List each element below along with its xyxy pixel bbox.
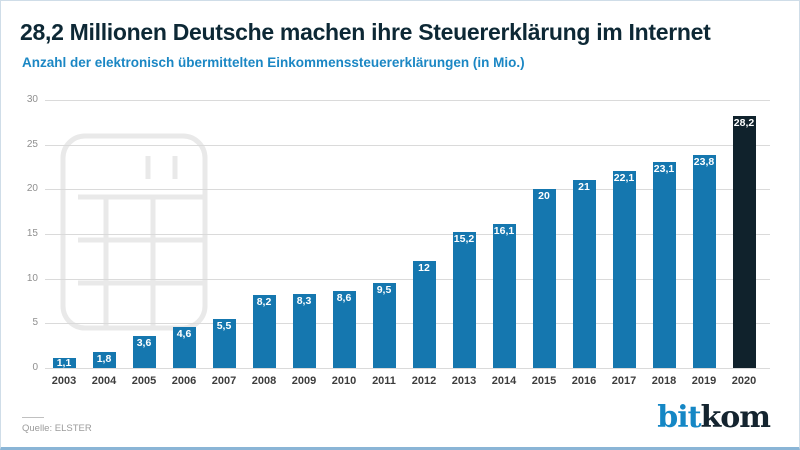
bar-2005: 3,6 — [132, 335, 156, 368]
bar-value-label: 22,1 — [613, 171, 635, 184]
x-axis-tick-label: 2016 — [571, 375, 597, 387]
bar-value-label: 3,6 — [136, 336, 152, 349]
x-axis-tick-label: 2006 — [171, 375, 197, 387]
bitkom-logo: bitkom — [657, 400, 771, 435]
bar-value-label: 8,2 — [256, 295, 272, 308]
bar-value-label: 23,8 — [693, 156, 715, 169]
bar-2007: 5,5 — [212, 318, 236, 368]
bar-value-label: 16,1 — [493, 225, 515, 238]
bar-2010: 8,6 — [332, 291, 356, 368]
bar-2018: 23,1 — [652, 161, 676, 368]
gridline — [45, 100, 770, 101]
bar-value-label: 5,5 — [216, 319, 232, 332]
x-axis-tick-label: 2011 — [372, 375, 396, 387]
bar-2004: 1,8 — [92, 351, 116, 368]
x-axis-tick-label: 2004 — [91, 375, 117, 387]
x-axis-tick-label: 2003 — [51, 375, 77, 387]
y-axis-tick-label: 5 — [32, 317, 38, 329]
bar-value-label: 9,5 — [376, 284, 392, 297]
bar-value-label: 1,1 — [56, 357, 72, 370]
x-axis-tick-label: 2015 — [531, 375, 557, 387]
gridline — [45, 234, 770, 235]
y-axis-tick-label: 0 — [32, 362, 38, 373]
bar-value-label: 23,1 — [653, 162, 675, 175]
bitkom-logo-kom: kom — [700, 400, 771, 435]
bar-value-label: 8,6 — [336, 292, 352, 305]
x-axis-tick-label: 2012 — [411, 375, 437, 387]
y-axis-tick-label: 30 — [26, 94, 38, 105]
bar-2012: 12 — [412, 260, 436, 368]
page-title: 28,2 Millionen Deutsche machen ihre Steu… — [20, 19, 711, 45]
gridline — [45, 189, 770, 191]
gridline — [45, 144, 770, 146]
gridline — [45, 368, 770, 369]
bitkom-logo-bit: bit — [657, 400, 701, 435]
gridline — [45, 323, 770, 325]
bar-2006: 4,6 — [172, 326, 196, 368]
bar-2014: 16,1 — [492, 224, 516, 368]
chart-subtitle: Anzahl der elektronisch übermittelten Ei… — [22, 55, 525, 70]
x-axis-tick-label: 2019 — [691, 375, 717, 387]
bar-value-label: 28,2 — [733, 117, 755, 130]
bar-2008: 8,2 — [252, 294, 276, 368]
x-axis-tick-label: 2014 — [491, 375, 517, 387]
y-axis-tick-label: 20 — [26, 183, 38, 195]
bar-2011: 9,5 — [372, 283, 396, 368]
x-axis-tick-label: 2010 — [331, 375, 357, 387]
bar-2003: 1,1 — [52, 357, 76, 370]
x-axis-tick-label: 2013 — [451, 375, 477, 387]
y-axis-tick-label: 10 — [26, 272, 38, 284]
x-axis-tick-label: 2009 — [291, 375, 317, 387]
y-axis-tick-label: 25 — [26, 138, 38, 150]
bar-value-label: 20 — [538, 190, 550, 203]
gridline — [45, 278, 770, 280]
bar-value-label: 8,3 — [296, 294, 312, 307]
bar-value-label: 21 — [578, 181, 590, 194]
bar-value-label: 4,6 — [176, 327, 192, 340]
bar-2017: 22,1 — [612, 170, 636, 368]
bar-value-label: 15,2 — [453, 233, 475, 246]
y-axis-tick-label: 15 — [26, 228, 38, 239]
bar-2013: 15,2 — [452, 232, 476, 368]
x-axis-tick-label: 2018 — [651, 375, 677, 387]
x-axis-tick-label: 2005 — [131, 375, 157, 387]
bar-2019: 23,8 — [692, 155, 716, 368]
x-axis-tick-label: 2008 — [251, 375, 277, 387]
source-divider — [22, 417, 44, 418]
bar-2009: 8,3 — [292, 293, 316, 368]
bar-2020: 28,2 — [732, 116, 756, 368]
x-axis-tick-label: 2017 — [611, 375, 637, 387]
bar-value-label: 1,8 — [96, 352, 112, 365]
bar-2016: 21 — [572, 180, 596, 368]
x-axis-tick-label: 2020 — [731, 375, 757, 387]
bar-2015: 20 — [532, 189, 556, 368]
source-note: Quelle: ELSTER — [22, 423, 92, 434]
x-axis-tick-label: 2007 — [211, 375, 237, 387]
calculator-icon — [60, 133, 208, 336]
bar-value-label: 12 — [418, 261, 430, 274]
